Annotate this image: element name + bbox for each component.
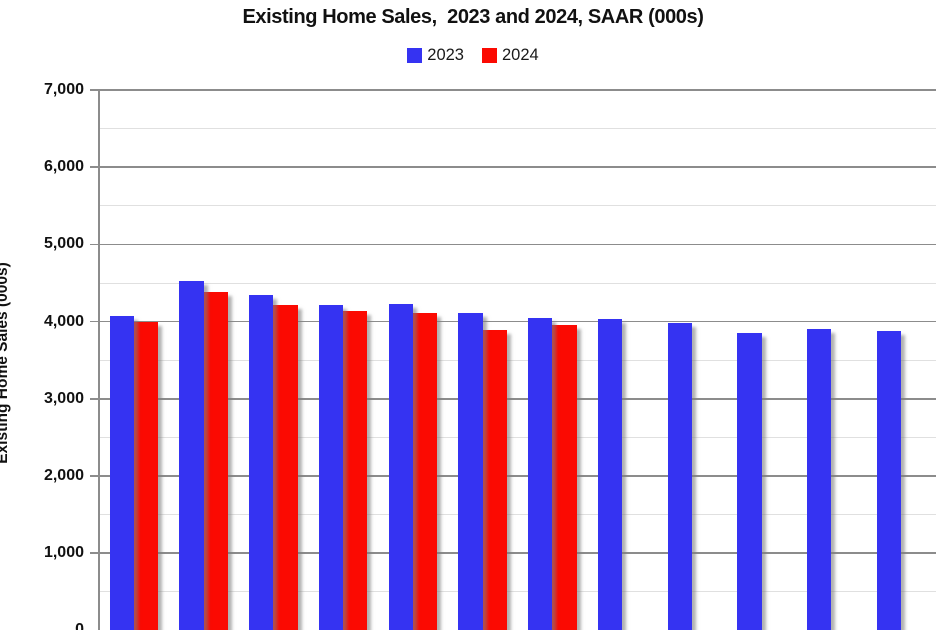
bar-2024-group1 bbox=[133, 321, 159, 630]
bar-2024-group2 bbox=[203, 292, 228, 630]
gridline-minor bbox=[99, 514, 936, 516]
y-axis-tick-label: 3,000 bbox=[43, 389, 84, 407]
y-axis-tick-label: 0 bbox=[75, 621, 84, 630]
bar-2024-group4 bbox=[343, 310, 368, 630]
y-axis-tick-label: 4,000 bbox=[43, 312, 84, 330]
gridline-major bbox=[99, 552, 936, 554]
bar-2023-group9 bbox=[667, 323, 692, 630]
gridline-minor bbox=[99, 359, 936, 361]
y-axis-tick bbox=[90, 552, 99, 554]
y-axis-tick bbox=[90, 398, 99, 400]
bar-2024-group6 bbox=[482, 330, 507, 630]
y-axis-tick bbox=[90, 89, 99, 91]
bar-2024-group7 bbox=[552, 325, 577, 630]
gridline-major bbox=[99, 320, 936, 323]
bar-2023-group10 bbox=[737, 333, 762, 630]
legend: 2023 2024 bbox=[0, 46, 946, 65]
bar-2024-group5 bbox=[412, 313, 438, 630]
gridline-major bbox=[99, 475, 936, 477]
legend-item-2023: 2023 bbox=[407, 46, 464, 65]
y-axis-tick-label: 6,000 bbox=[43, 158, 84, 176]
legend-label-2024: 2024 bbox=[502, 46, 539, 64]
gridline-minor bbox=[99, 128, 936, 130]
y-axis-line bbox=[98, 90, 100, 630]
y-axis-tick bbox=[90, 320, 99, 323]
y-axis-tick bbox=[90, 243, 99, 246]
legend-swatch-2023-icon bbox=[407, 48, 423, 63]
gridline-major bbox=[99, 243, 936, 246]
legend-label-2023: 2023 bbox=[427, 46, 464, 64]
gridline-major bbox=[99, 89, 936, 91]
bar-2023-group12 bbox=[876, 330, 902, 630]
bar-2023-group6 bbox=[458, 313, 483, 630]
gridline-major bbox=[99, 166, 936, 168]
gridline-minor bbox=[99, 591, 936, 593]
legend-swatch-2024-icon bbox=[482, 48, 497, 63]
y-axis-tick-label: 2,000 bbox=[43, 467, 84, 484]
gridline-major bbox=[99, 398, 936, 400]
bar-2023-group2 bbox=[179, 280, 204, 630]
bar-2023-group7 bbox=[528, 317, 553, 630]
bar-2023-group1 bbox=[109, 316, 134, 630]
y-axis-tick bbox=[90, 166, 99, 168]
bar-2024-group3 bbox=[273, 304, 298, 630]
y-axis-tick bbox=[90, 475, 99, 477]
y-axis-title: Existing Home Sales (000s) bbox=[0, 262, 11, 464]
gridline-minor bbox=[99, 205, 936, 207]
gridline-minor bbox=[99, 282, 936, 284]
bar-2023-group5 bbox=[388, 303, 413, 630]
y-axis-tick-label: 1,000 bbox=[43, 544, 84, 562]
bar-2023-group4 bbox=[318, 304, 344, 630]
y-axis-tick-label: 5,000 bbox=[43, 235, 84, 253]
bar-2023-group3 bbox=[249, 294, 274, 630]
bar-2023-group8 bbox=[597, 319, 623, 630]
legend-item-2024: 2024 bbox=[482, 46, 539, 65]
bar-2023-group11 bbox=[807, 328, 832, 630]
chart-title: Existing Home Sales, 2023 and 2024, SAAR… bbox=[242, 6, 704, 28]
gridline-minor bbox=[99, 436, 936, 438]
y-axis-tick-label: 7,000 bbox=[43, 81, 84, 98]
